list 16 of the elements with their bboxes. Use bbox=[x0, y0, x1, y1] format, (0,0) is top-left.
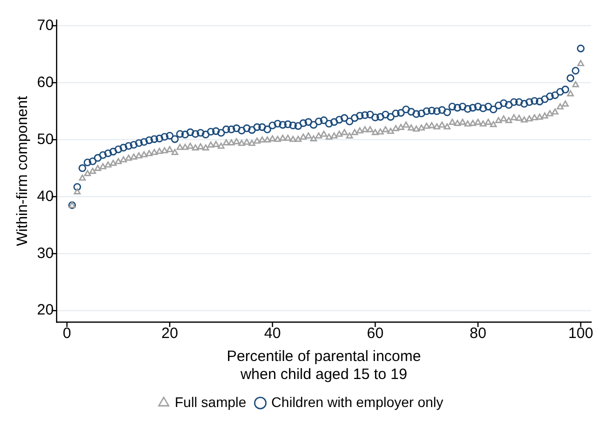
y-tick-label: 20 bbox=[36, 302, 54, 319]
x-tick-label: 40 bbox=[264, 325, 281, 342]
y-tick-label: 70 bbox=[36, 16, 54, 34]
x-tick-label: 60 bbox=[366, 325, 384, 342]
y-tick-label: 60 bbox=[36, 74, 54, 91]
legend-label: Children with employer only bbox=[271, 394, 444, 410]
y-tick-label: 30 bbox=[36, 244, 54, 262]
legend-label: Full sample bbox=[174, 394, 247, 410]
x-tick-label: 100 bbox=[568, 325, 594, 342]
x-tick-label: 80 bbox=[470, 325, 486, 342]
x-axis-title: Percentile of parental income when child aged 15 to 19 bbox=[226, 348, 421, 384]
y-tick-label: 40 bbox=[36, 188, 54, 205]
y-tick-label: 50 bbox=[36, 130, 54, 148]
x-tick-label: 0 bbox=[62, 325, 72, 342]
x-tick-label: 20 bbox=[161, 325, 178, 342]
y-axis-title: Within-firm component bbox=[14, 95, 32, 246]
